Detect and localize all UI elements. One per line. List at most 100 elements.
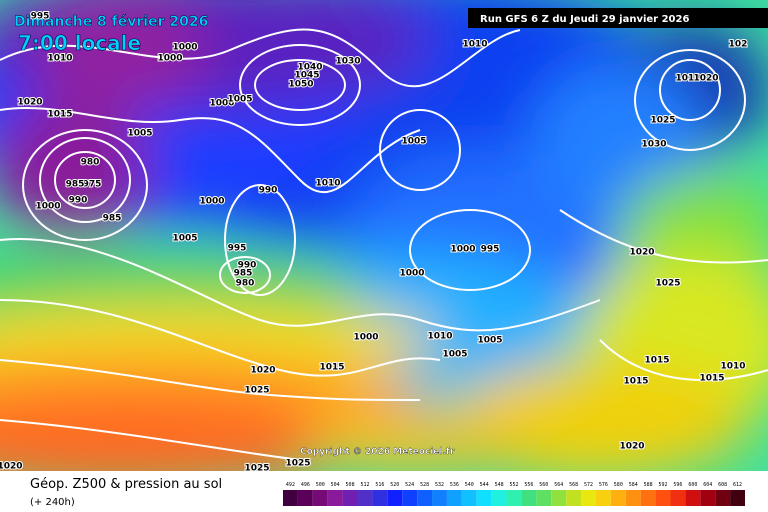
isobar-label: 990 xyxy=(238,261,257,271)
isobar-label: 1010 xyxy=(720,362,745,372)
legend-label: 568 xyxy=(569,482,578,488)
isobar-label: 1010 xyxy=(427,332,452,342)
isobar-label: 1010 xyxy=(315,179,340,189)
time: 7:00 locale xyxy=(18,31,141,55)
legend-label: 596 xyxy=(673,482,682,488)
legend-swatch xyxy=(595,490,611,506)
legend-label: 576 xyxy=(599,482,608,488)
isobar-label: 1050 xyxy=(288,80,313,90)
legend-swatch xyxy=(357,490,373,506)
isobar-label: 1015 xyxy=(319,363,344,373)
legend-label: 600 xyxy=(688,482,697,488)
legend-label: 496 xyxy=(301,482,310,488)
isobar-label: 1005 xyxy=(172,234,197,244)
isobar-label: 1025 xyxy=(244,386,269,396)
isobar-label: 1025 xyxy=(655,279,680,289)
legend-label: 584 xyxy=(629,482,638,488)
isobar-label: 985 xyxy=(66,180,85,190)
legend-swatch xyxy=(581,490,596,506)
legend-label: 524 xyxy=(405,482,414,488)
isobar-label: 1030 xyxy=(641,140,666,150)
date: Dimanche 8 février 2026 xyxy=(14,14,208,30)
legend-swatch xyxy=(715,490,731,506)
isobar-label: 980 xyxy=(81,158,100,168)
isobar-label: 1020 xyxy=(0,462,23,472)
isobar-label: 1045 xyxy=(294,71,319,81)
legend-label: 500 xyxy=(316,482,325,488)
legend-swatch xyxy=(417,490,433,506)
isobar-label: 1015 xyxy=(47,110,72,120)
isobar-label: 1000 xyxy=(399,269,424,279)
isobar-label: 1000 xyxy=(199,197,224,207)
legend-label: 560 xyxy=(539,482,548,488)
isobar-label: 995 xyxy=(228,244,247,254)
legend-label: 548 xyxy=(495,482,504,488)
map-field xyxy=(0,0,768,471)
legend-swatch xyxy=(342,490,358,506)
isobar-label: 1020 xyxy=(629,248,654,258)
legend-swatch xyxy=(387,490,403,506)
isobar-label: 1000 xyxy=(209,99,234,109)
legend-swatch xyxy=(432,490,447,506)
legend-swatch xyxy=(670,490,686,506)
legend-swatch xyxy=(730,490,745,506)
legend-label: 608 xyxy=(718,482,727,488)
legend-label: 532 xyxy=(435,482,444,488)
legend-label: 604 xyxy=(703,482,712,488)
isobar-label: 102 xyxy=(729,40,748,50)
legend-swatch xyxy=(446,490,462,506)
footer-lead: (+ 240h) xyxy=(30,497,75,508)
legend-label: 592 xyxy=(659,482,668,488)
legend-label: 516 xyxy=(375,482,384,488)
isobar-label: 1000 xyxy=(353,333,378,343)
legend-swatch xyxy=(566,490,582,506)
isobar-label: 1000 xyxy=(450,245,475,255)
legend-swatch xyxy=(506,490,522,506)
legend-swatch xyxy=(372,490,388,506)
legend-label: 552 xyxy=(509,482,518,488)
run-banner xyxy=(468,8,768,28)
legend-label: 572 xyxy=(584,482,593,488)
legend-swatch xyxy=(402,490,418,506)
legend-swatch xyxy=(536,490,552,506)
isobar-label: 1010 xyxy=(47,54,72,64)
isobar-label: 1020 xyxy=(17,98,42,108)
isobar-label: 1005 xyxy=(401,137,426,147)
legend-label: 540 xyxy=(465,482,474,488)
isobar-label: 1005 xyxy=(227,95,252,105)
legend-swatch xyxy=(655,490,671,506)
legend-swatch xyxy=(461,490,477,506)
legend-label: 512 xyxy=(360,482,369,488)
isobar-label: 1010 xyxy=(462,40,487,50)
isobar-label: 1010 xyxy=(675,74,700,84)
isobar-label: 1005 xyxy=(477,336,502,346)
run: Run GFS 6 Z du Jeudi 29 janvier 2026 xyxy=(480,14,689,25)
isobar-label: 990 xyxy=(69,196,88,206)
isobar-label: 1030 xyxy=(335,57,360,67)
legend-swatch xyxy=(283,490,298,506)
isobars xyxy=(0,28,768,461)
isobar-label: 1020 xyxy=(693,74,718,84)
legend-label: 504 xyxy=(331,482,340,488)
legend-swatch xyxy=(327,490,343,506)
legend-label: 508 xyxy=(346,482,355,488)
legend-swatch xyxy=(476,490,492,506)
legend-swatch xyxy=(700,490,716,506)
isobar-label: 1020 xyxy=(619,442,644,452)
isobar-label: 1040 xyxy=(297,63,322,73)
legend-swatch xyxy=(625,490,641,506)
isobar-label: 975 xyxy=(83,180,102,190)
legend-swatch xyxy=(297,490,313,506)
isobar-label: 985 xyxy=(103,214,122,224)
legend-label: 520 xyxy=(390,482,399,488)
isobar-label: 1000 xyxy=(172,43,197,53)
legend-swatch xyxy=(491,490,507,506)
isobar-label: 980 xyxy=(236,279,255,289)
legend-swatch xyxy=(640,490,656,506)
isobar-label: 1025 xyxy=(244,464,269,474)
isobar-label: 1000 xyxy=(157,54,182,64)
legend-label: 580 xyxy=(614,482,623,488)
isobar-label: 1015 xyxy=(699,374,724,384)
